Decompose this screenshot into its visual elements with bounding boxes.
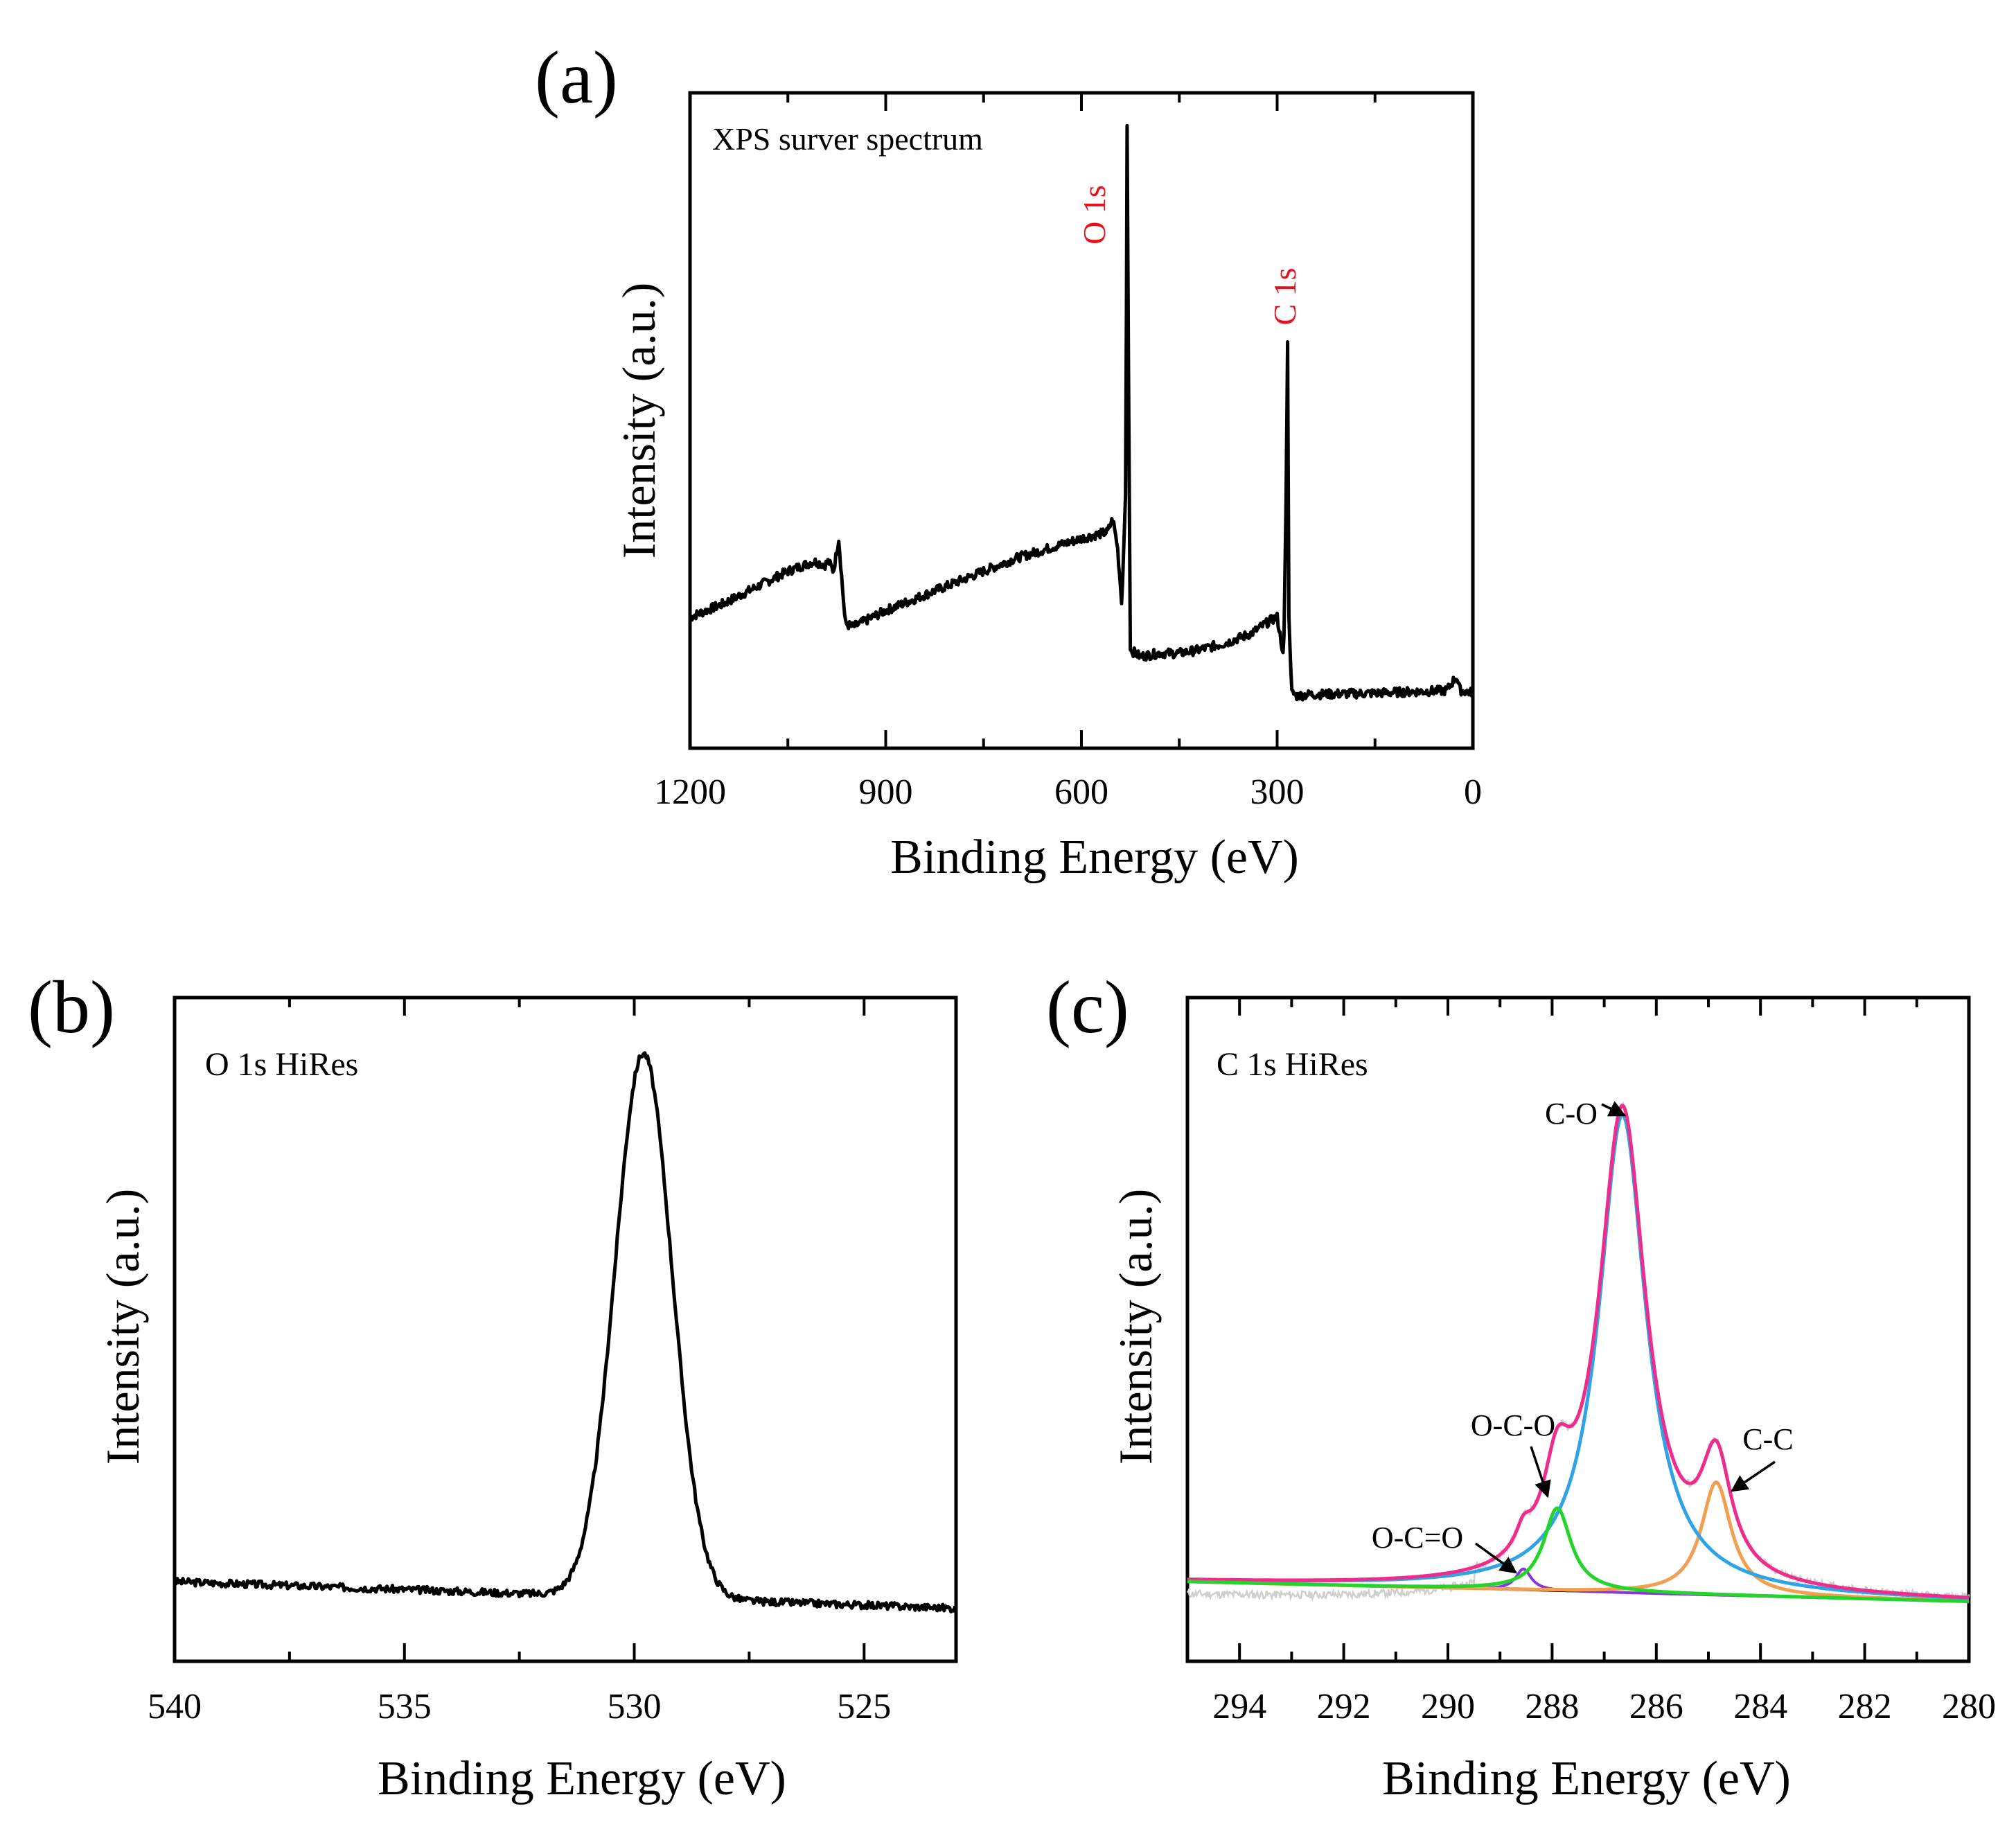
panel-c-raw-data-line: [1186, 1101, 1970, 1603]
panel-a-peak-label-c1s: C 1s: [1267, 267, 1302, 325]
panel-c-arrow-oco: [1530, 1446, 1551, 1498]
panel-c-inset-title: C 1s HiRes: [1217, 1046, 1368, 1083]
panel-a-inset-title: XPS surver spectrum: [712, 121, 983, 157]
panel-c-annotation-oco2: O-C=O: [1372, 1521, 1463, 1555]
panel-c-xtick-label-290: 290: [1421, 1687, 1475, 1726]
panel-b-o1s-line: [173, 1051, 957, 1613]
panel-c-xtick-label-282: 282: [1838, 1687, 1892, 1726]
panel-b-xtick-label-530: 530: [608, 1687, 662, 1726]
panel-c-ylabel: Intensity (a.u.): [1109, 1189, 1162, 1465]
panel-c-xtick-label-286: 286: [1629, 1687, 1683, 1726]
panel-c-envelope-line: [1187, 1104, 1969, 1600]
panel-c-arrow-oco2: [1474, 1542, 1517, 1574]
panel-a-xlabel: Binding Energy (eV): [890, 831, 1299, 884]
panel-c-xtick-label-294: 294: [1212, 1687, 1266, 1726]
panel-c-ticks: [1238, 998, 1970, 1661]
panel-b-label: (b): [28, 966, 115, 1049]
panel-c-annotation-co: C-O: [1545, 1097, 1598, 1131]
panel-a-tick-labels: 1200 900 600 300 0: [654, 772, 1482, 812]
panel-b: (b) O 1s HiRes Intensity (a.u.) Binding …: [28, 966, 958, 1805]
panel-a-xtick-label-900: 900: [859, 772, 913, 812]
panel-b-ticks: [173, 998, 866, 1661]
panel-b-frame: [173, 996, 958, 1663]
panel-c-frame: [1185, 996, 1971, 1663]
panel-b-xlabel: Binding Energy (eV): [378, 1752, 786, 1805]
panel-c-xtick-label-292: 292: [1317, 1687, 1371, 1726]
panel-c-xtick-label-288: 288: [1525, 1687, 1579, 1726]
panel-c-arrow-co: [1601, 1101, 1627, 1117]
panel-c-xlabel: Binding Energy (eV): [1382, 1752, 1791, 1805]
panel-c-component-oco-line: [1187, 1506, 1970, 1604]
panel-a-label: (a): [535, 37, 618, 119]
panel-a-ylabel: Intensity (a.u.): [612, 283, 665, 558]
panel-a-xtick-label-300: 300: [1250, 772, 1305, 812]
panel-a: (a) XPS surver spectrum Intensity (a.u.)…: [535, 37, 1482, 884]
panel-a-xtick-label-0: 0: [1464, 772, 1482, 812]
panel-b-xtick-label-540: 540: [148, 1687, 202, 1726]
panel-c-tick-labels: 294 292 290 288 286 284 282 280: [1212, 1687, 1996, 1726]
panel-c-xtick-label-284: 284: [1733, 1687, 1787, 1726]
panel-c-annotation-oco: O-C-O: [1471, 1408, 1555, 1442]
panel-a-ticks: [689, 93, 1474, 748]
panel-c-annotation-cc: C-C: [1742, 1422, 1793, 1456]
panel-b-ylabel: Intensity (a.u.): [96, 1189, 149, 1465]
panel-c-label: (c): [1046, 966, 1129, 1049]
panel-b-inset-title: O 1s HiRes: [205, 1046, 358, 1083]
panel-b-xtick-label-525: 525: [837, 1687, 891, 1726]
panel-a-xtick-label-1200: 1200: [654, 772, 726, 812]
panel-c: (c) C 1s HiRes Intensity (a.u.) Binding …: [1046, 966, 1996, 1805]
panel-a-peak-label-o1s: O 1s: [1077, 185, 1112, 245]
panel-c-xtick-label-280: 280: [1942, 1687, 1996, 1726]
panel-b-tick-labels: 540 535 530 525: [148, 1687, 891, 1726]
panel-a-survey-line: [689, 123, 1475, 702]
panel-c-component-co-line: [1187, 1113, 1970, 1600]
panel-a-xtick-label-600: 600: [1054, 772, 1108, 812]
panel-b-xtick-label-535: 535: [378, 1687, 432, 1726]
panel-c-arrow-cc: [1730, 1460, 1776, 1492]
